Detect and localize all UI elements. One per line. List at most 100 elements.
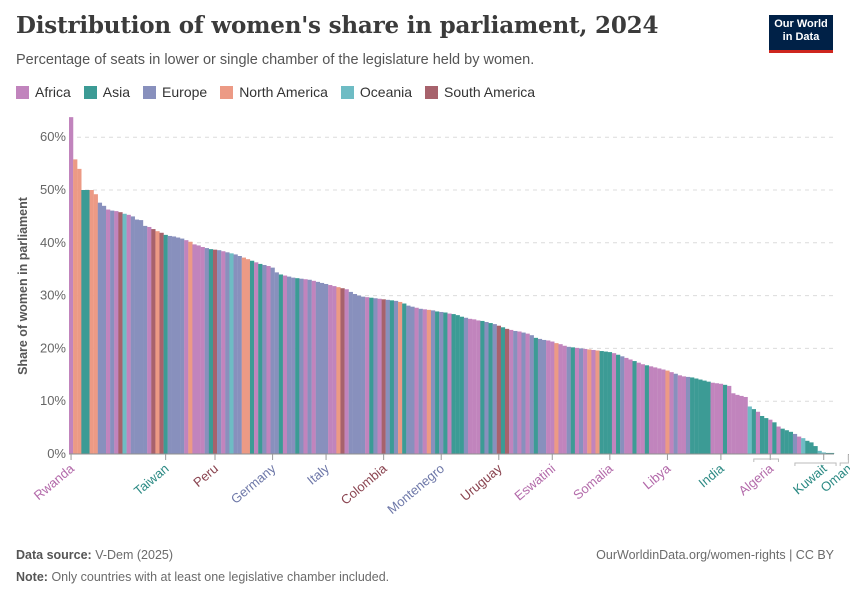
- bar[interactable]: [233, 254, 238, 454]
- bar[interactable]: [171, 236, 177, 454]
- bar[interactable]: [739, 395, 744, 454]
- data-source-value[interactable]: V-Dem (2025): [95, 548, 174, 562]
- bar[interactable]: [751, 409, 756, 454]
- bar[interactable]: [332, 286, 337, 454]
- bar[interactable]: [731, 393, 736, 454]
- bar[interactable]: [258, 263, 263, 454]
- legend-item-europe[interactable]: Europe: [143, 84, 207, 100]
- bar[interactable]: [698, 379, 703, 454]
- bar[interactable]: [809, 442, 814, 454]
- bar[interactable]: [254, 262, 259, 454]
- bar[interactable]: [480, 320, 485, 454]
- bar[interactable]: [184, 240, 189, 454]
- bar[interactable]: [200, 247, 205, 454]
- bar[interactable]: [550, 341, 555, 454]
- bar[interactable]: [805, 440, 810, 454]
- bar[interactable]: [484, 322, 489, 454]
- bar[interactable]: [381, 299, 386, 454]
- bar[interactable]: [282, 275, 288, 454]
- bar[interactable]: [533, 337, 539, 454]
- bar[interactable]: [299, 278, 304, 454]
- bar[interactable]: [307, 279, 312, 454]
- bar[interactable]: [130, 216, 135, 454]
- bar[interactable]: [402, 303, 407, 454]
- bar[interactable]: [274, 272, 279, 454]
- bar[interactable]: [665, 370, 670, 454]
- legend-item-africa[interactable]: Africa: [16, 84, 71, 100]
- bar[interactable]: [319, 282, 325, 454]
- bar[interactable]: [85, 190, 90, 454]
- bar[interactable]: [509, 329, 514, 454]
- bar[interactable]: [192, 244, 197, 454]
- bar[interactable]: [591, 349, 596, 454]
- bar[interactable]: [784, 430, 789, 454]
- bar[interactable]: [825, 452, 831, 454]
- bar[interactable]: [541, 339, 547, 454]
- bar[interactable]: [204, 248, 209, 454]
- bar[interactable]: [69, 117, 74, 454]
- bar[interactable]: [772, 422, 777, 454]
- bar[interactable]: [97, 202, 103, 454]
- bar[interactable]: [225, 252, 230, 454]
- bar[interactable]: [414, 307, 419, 454]
- bar[interactable]: [418, 308, 423, 454]
- bar[interactable]: [138, 220, 144, 454]
- bar[interactable]: [369, 297, 374, 454]
- bar[interactable]: [167, 235, 172, 454]
- bar[interactable]: [410, 306, 415, 454]
- bar[interactable]: [661, 369, 666, 454]
- bar[interactable]: [566, 346, 571, 454]
- bar[interactable]: [780, 428, 785, 454]
- bar[interactable]: [118, 212, 123, 454]
- bar[interactable]: [377, 298, 382, 454]
- bar[interactable]: [393, 300, 399, 454]
- bar[interactable]: [249, 260, 255, 454]
- url-license[interactable]: OurWorldinData.org/women-rights | CC BY: [596, 548, 834, 562]
- bar[interactable]: [336, 287, 341, 454]
- bar[interactable]: [89, 190, 94, 454]
- bar[interactable]: [196, 245, 201, 454]
- bar[interactable]: [324, 283, 329, 454]
- bar[interactable]: [764, 418, 769, 454]
- bar[interactable]: [554, 343, 559, 454]
- bar[interactable]: [685, 376, 691, 454]
- bar[interactable]: [517, 331, 522, 455]
- bar[interactable]: [673, 373, 678, 454]
- bar[interactable]: [291, 277, 296, 454]
- bar[interactable]: [443, 312, 448, 455]
- bar[interactable]: [628, 359, 633, 454]
- bar[interactable]: [159, 232, 164, 454]
- bar[interactable]: [788, 431, 794, 454]
- bar[interactable]: [657, 368, 662, 454]
- legend-item-north-america[interactable]: North America: [220, 84, 328, 100]
- bar[interactable]: [690, 377, 695, 454]
- bar[interactable]: [694, 378, 699, 455]
- bar[interactable]: [77, 168, 82, 454]
- bar[interactable]: [653, 367, 658, 454]
- bar[interactable]: [385, 299, 390, 454]
- bar[interactable]: [451, 314, 456, 454]
- bar[interactable]: [163, 234, 168, 454]
- bar[interactable]: [455, 315, 460, 454]
- bar[interactable]: [747, 406, 752, 454]
- bar[interactable]: [361, 296, 366, 454]
- bar[interactable]: [472, 319, 477, 454]
- bar[interactable]: [587, 349, 592, 454]
- bar[interactable]: [579, 348, 584, 454]
- bar[interactable]: [365, 297, 370, 454]
- bar[interactable]: [463, 317, 469, 454]
- bar[interactable]: [829, 452, 835, 454]
- bar[interactable]: [817, 450, 822, 454]
- bar[interactable]: [529, 335, 534, 454]
- bar[interactable]: [262, 264, 267, 454]
- bar[interactable]: [208, 249, 214, 454]
- bar[interactable]: [710, 382, 715, 454]
- bar[interactable]: [648, 366, 654, 454]
- bar[interactable]: [599, 351, 604, 454]
- bar[interactable]: [607, 352, 613, 454]
- bar[interactable]: [81, 190, 86, 454]
- bar[interactable]: [278, 274, 284, 454]
- bar[interactable]: [122, 213, 127, 454]
- bar[interactable]: [266, 266, 271, 454]
- bar[interactable]: [340, 288, 345, 454]
